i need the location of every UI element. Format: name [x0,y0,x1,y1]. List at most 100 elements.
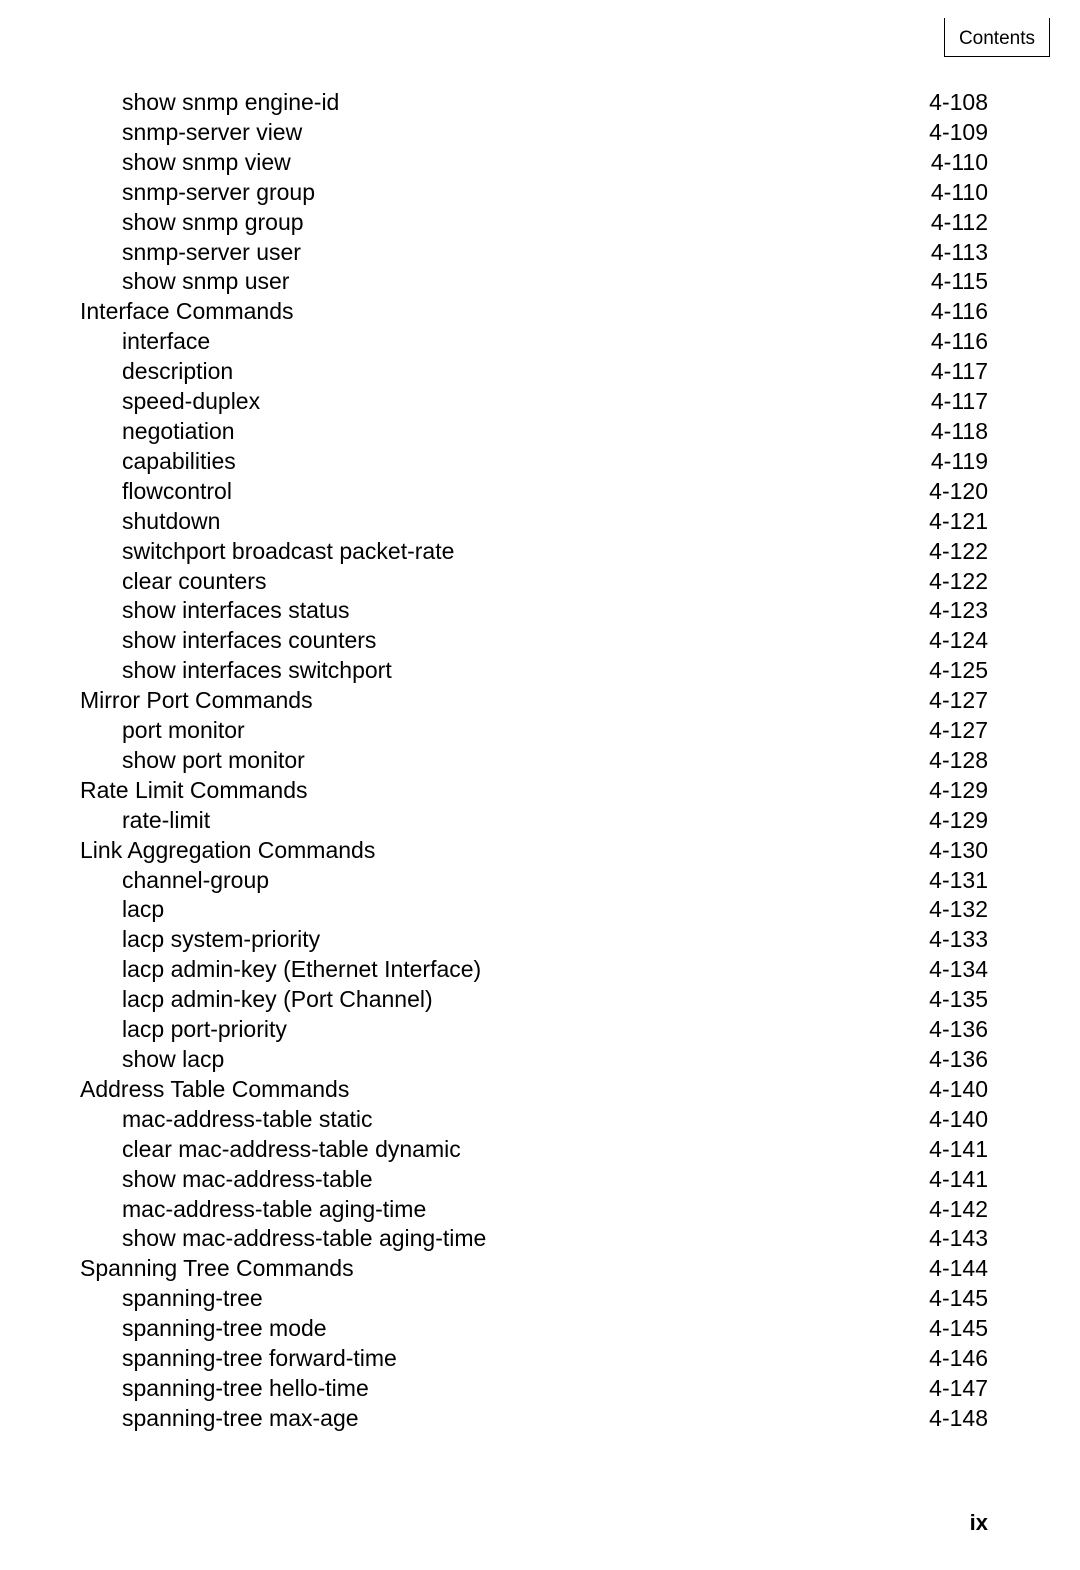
toc-row: snmp-server view 4-109 [80,118,988,148]
toc-row: lacp admin-key (Ethernet Interface) 4-134 [80,955,988,985]
toc-entry-page: 4-109 [929,118,988,148]
toc-row: snmp-server user4-113 [80,238,988,268]
toc-entry-label: spanning-tree mode [80,1314,327,1344]
toc-entry-page: 4-143 [929,1224,988,1254]
toc-entry-page: 4-115 [931,267,988,297]
toc-entry-label: negotiation [80,417,235,447]
toc-entry-label: spanning-tree hello-time [80,1374,369,1404]
toc-entry-label: snmp-server group [80,178,315,208]
toc-entry-page: 4-133 [929,925,988,955]
toc-entry-label: show mac-address-table [80,1165,373,1195]
toc-row: show interfaces switchport 4-125 [80,656,988,686]
toc-entry-page: 4-140 [929,1105,988,1135]
toc-entry-label: show snmp view [80,148,291,178]
toc-entry-page: 4-130 [929,836,988,866]
toc-entry-label: show interfaces counters [80,626,376,656]
toc-entry-page: 4-141 [929,1135,988,1165]
toc-entry-page: 4-112 [931,208,988,238]
toc-entry-label: show interfaces switchport [80,656,392,686]
toc-entry-page: 4-132 [929,895,988,925]
toc-entry-page: 4-122 [929,567,988,597]
toc-entry-page: 4-146 [929,1344,988,1374]
toc-entry-page: 4-122 [929,537,988,567]
toc-row: spanning-tree hello-time 4-147 [80,1374,988,1404]
toc-entry-label: clear mac-address-table dynamic [80,1135,461,1165]
toc-entry-label: show lacp [80,1045,224,1075]
toc-entry-label: mac-address-table aging-time [80,1195,426,1225]
toc-row: shutdown 4-121 [80,507,988,537]
toc-row: show lacp 4-136 [80,1045,988,1075]
toc-entry-page: 4-125 [929,656,988,686]
toc-entry-page: 4-129 [929,776,988,806]
toc-entry-label: Address Table Commands [80,1075,349,1105]
toc-row: spanning-tree 4-145 [80,1284,988,1314]
toc-entry-label: mac-address-table static [80,1105,373,1135]
toc-entry-page: 4-145 [929,1314,988,1344]
toc-entry-label: show port monitor [80,746,305,776]
toc-row: description4-117 [80,357,988,387]
toc-entry-label: lacp [80,895,164,925]
toc-row: Rate Limit Commands4-129 [80,776,988,806]
toc-row: switchport broadcast packet-rate4-122 [80,537,988,567]
toc-entry-label: snmp-server view [80,118,302,148]
toc-row: clear mac-address-table dynamic 4-141 [80,1135,988,1165]
toc-entry-page: 4-147 [929,1374,988,1404]
header-tab: Contents [944,18,1050,57]
toc-row: show mac-address-table aging-time 4-143 [80,1224,988,1254]
toc-entry-label: spanning-tree [80,1284,263,1314]
toc-row: flowcontrol 4-120 [80,477,988,507]
page-number: ix [970,1510,988,1536]
toc-entry-page: 4-118 [931,417,988,447]
toc-row: clear counters4-122 [80,567,988,597]
toc-row: show snmp group 4-112 [80,208,988,238]
toc-entry-page: 4-123 [929,596,988,626]
toc-row: speed-duplex4-117 [80,387,988,417]
toc-row: show snmp engine-id4-108 [80,88,988,118]
toc-entry-page: 4-116 [931,327,988,357]
toc-row: capabilities4-119 [80,447,988,477]
toc-row: negotiation 4-118 [80,417,988,447]
toc-entry-label: description [80,357,233,387]
toc-entry-label: speed-duplex [80,387,260,417]
toc-entry-label: channel-group [80,866,269,896]
toc-entry-label: flowcontrol [80,477,232,507]
toc-row: show interfaces counters4-124 [80,626,988,656]
toc-row: mac-address-table static 4-140 [80,1105,988,1135]
toc-entry-label: snmp-server user [80,238,301,268]
toc-entry-page: 4-145 [929,1284,988,1314]
toc-row: rate-limit4-129 [80,806,988,836]
toc-row: Spanning Tree Commands4-144 [80,1254,988,1284]
toc-row: mac-address-table aging-time 4-142 [80,1195,988,1225]
toc-entry-label: show interfaces status [80,596,350,626]
toc-entry-page: 4-141 [929,1165,988,1195]
toc-entry-page: 4-135 [929,985,988,1015]
toc-entry-label: show snmp group [80,208,304,238]
toc-row: lacp port-priority4-136 [80,1015,988,1045]
toc-entry-page: 4-116 [931,297,988,327]
toc-entry-page: 4-131 [929,866,988,896]
toc-entry-label: shutdown [80,507,220,537]
toc-row: show interfaces status 4-123 [80,596,988,626]
toc-entry-page: 4-134 [929,955,988,985]
toc-entry-page: 4-142 [929,1195,988,1225]
toc-entry-label: show mac-address-table aging-time [80,1224,486,1254]
toc-row: show port monitor 4-128 [80,746,988,776]
toc-entry-page: 4-129 [929,806,988,836]
toc-entry-label: show snmp user [80,267,289,297]
toc-entry-label: lacp system-priority [80,925,320,955]
toc-row: spanning-tree max-age4-148 [80,1404,988,1434]
toc-row: lacp admin-key (Port Channel) 4-135 [80,985,988,1015]
table-of-contents: show snmp engine-id4-108snmp-server view… [80,88,988,1434]
toc-row: channel-group 4-131 [80,866,988,896]
toc-entry-label: spanning-tree forward-time [80,1344,397,1374]
toc-entry-page: 4-136 [929,1045,988,1075]
toc-entry-label: lacp admin-key (Port Channel) [80,985,433,1015]
toc-entry-page: 4-140 [929,1075,988,1105]
toc-row: show mac-address-table 4-141 [80,1165,988,1195]
toc-entry-label: lacp admin-key (Ethernet Interface) [80,955,481,985]
toc-entry-page: 4-120 [929,477,988,507]
header-label: Contents [959,28,1035,49]
toc-entry-label: capabilities [80,447,236,477]
toc-entry-page: 4-128 [929,746,988,776]
toc-entry-page: 4-121 [929,507,988,537]
